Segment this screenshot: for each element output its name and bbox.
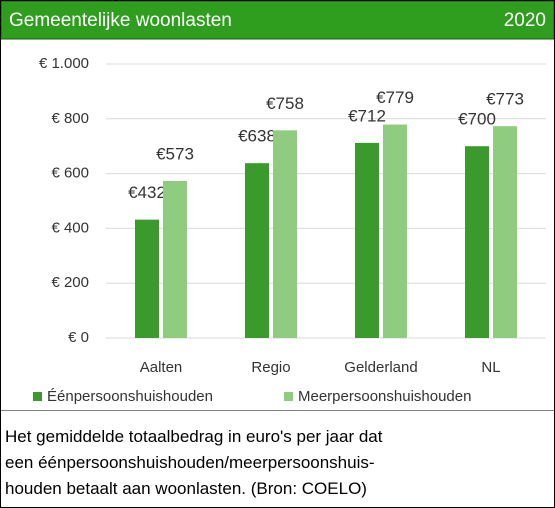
value-label: €779 xyxy=(376,88,414,107)
chart-year: 2020 xyxy=(504,10,546,31)
y-tick-label: € 400 xyxy=(51,219,89,236)
note-line: Het gemiddelde totaalbedrag in euro's pe… xyxy=(5,427,383,446)
value-label: €638 xyxy=(238,127,276,146)
value-label: €758 xyxy=(266,94,304,113)
value-label: €432 xyxy=(128,183,166,202)
y-tick-label: € 200 xyxy=(51,274,89,291)
chart-title: Gemeentelijke woonlasten xyxy=(9,10,232,31)
bar xyxy=(273,130,297,338)
bar xyxy=(465,146,489,338)
note-line: houden betaalt aan woonlasten. (Bron: CO… xyxy=(5,479,367,498)
bar xyxy=(135,219,159,338)
bar xyxy=(493,126,517,338)
note-line: een éénpersoonshuishouden/meerpersoonshu… xyxy=(5,453,375,472)
legend-label: Éénpersoonshuishouden xyxy=(47,388,213,405)
header-bar xyxy=(1,1,554,40)
legend-swatch xyxy=(33,392,42,401)
x-tick-label: NL xyxy=(481,359,500,376)
legend-swatch xyxy=(284,392,293,401)
bar xyxy=(245,163,269,338)
x-tick-label: Aalten xyxy=(140,359,183,376)
value-label: €573 xyxy=(156,144,194,163)
bar xyxy=(163,180,187,338)
y-tick-label: € 0 xyxy=(68,329,89,346)
note: Het gemiddelde totaalbedrag in euro's pe… xyxy=(5,424,551,502)
value-label: €700 xyxy=(458,110,496,129)
x-tick-label: Regio xyxy=(251,359,290,376)
bar xyxy=(383,124,407,338)
x-tick-label: Gelderland xyxy=(344,359,417,376)
value-label: €773 xyxy=(486,90,524,109)
value-label: €712 xyxy=(348,106,386,125)
legend-label: Meerpersoonshuishouden xyxy=(298,388,471,405)
y-tick-label: € 600 xyxy=(51,165,89,182)
chart: Gemeentelijke woonlasten 2020 € 0 € 200 € … xyxy=(1,1,554,411)
bar xyxy=(355,142,379,338)
y-tick-label: € 1.000 xyxy=(39,55,89,72)
y-tick-label: € 800 xyxy=(51,110,89,127)
